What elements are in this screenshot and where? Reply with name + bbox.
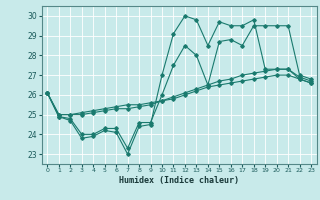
X-axis label: Humidex (Indice chaleur): Humidex (Indice chaleur) — [119, 176, 239, 185]
